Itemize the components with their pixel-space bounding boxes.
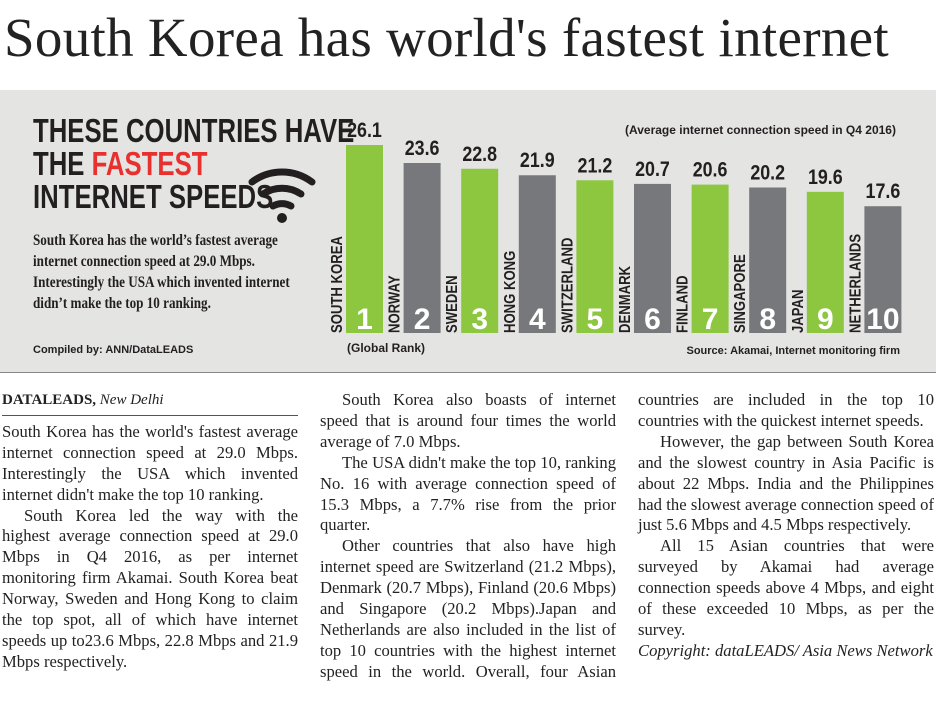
rank-label: 6 [644, 303, 661, 336]
rank-label: 2 [414, 303, 431, 336]
place: New Delhi [99, 392, 164, 408]
paragraph: South Korea has the world's fastest aver… [2, 421, 298, 504]
title-line: THESE COUNTRIES HAVE [33, 112, 355, 149]
value-label: 26.1 [347, 119, 382, 143]
rank-label: 3 [471, 303, 488, 336]
infographic: THESE COUNTRIES HAVE THE FASTEST INTERNE… [0, 90, 936, 372]
value-label: 20.2 [750, 161, 785, 185]
bar [864, 206, 902, 333]
category-label: SWEDEN [444, 275, 461, 333]
category-label: SWITZERLAND [559, 238, 576, 333]
article: DATALEADS, New Delhi South Korea has the… [2, 390, 934, 707]
bar [576, 180, 614, 333]
value-label: 17.6 [866, 180, 901, 204]
category-label: SOUTH KOREA [329, 236, 346, 333]
value-label: 21.9 [520, 149, 555, 173]
bar [346, 145, 383, 333]
value-label: 23.6 [405, 137, 440, 161]
category-label: FINLAND [674, 275, 691, 333]
paragraph: South Korea also boasts of internet spee… [320, 390, 616, 451]
bar [806, 191, 844, 333]
value-label: 21.2 [578, 154, 613, 178]
rank-label: 5 [587, 303, 604, 336]
chart-source: Source: Akamai, Internet monitoring firm [686, 345, 900, 357]
agency: DATALEADS, [2, 392, 97, 408]
category-label: JAPAN [790, 290, 807, 333]
byline: DATALEADS, New Delhi [2, 390, 298, 416]
bar [634, 183, 671, 333]
rank-label: 9 [817, 303, 834, 336]
credit: Compiled by: ANN/DataLEADS [33, 344, 194, 356]
paragraph: All 15 Asian countries that were surveye… [638, 536, 934, 639]
title-line: INTERNET SPEEDS [33, 178, 274, 215]
title-highlight: FASTEST [91, 145, 208, 182]
bar [518, 175, 556, 333]
value-label: 20.7 [635, 158, 670, 182]
infographic-description: South Korea has the world’s fastest aver… [33, 232, 290, 312]
paragraph: The USA didn't make the top 10, ranking … [320, 452, 616, 535]
category-label: NORWAY [386, 275, 403, 333]
bar [403, 163, 441, 333]
value-label: 19.6 [808, 166, 843, 190]
headline: South Korea has world's fastest internet [4, 7, 889, 68]
bar [461, 168, 499, 333]
divider [0, 372, 936, 373]
title-line: THE [33, 145, 85, 182]
rank-caption: (Global Rank) [347, 341, 425, 355]
rank-label: 7 [702, 303, 719, 336]
infographic-title: THESE COUNTRIES HAVE THE FASTEST INTERNE… [33, 114, 354, 213]
chart-subtitle: (Average internet connection speed in Q4… [625, 123, 896, 137]
value-label: 20.6 [693, 158, 728, 182]
category-label: SINGAPORE [732, 254, 749, 333]
category-label: NETHERLANDS [847, 234, 864, 333]
bar [691, 184, 729, 333]
bar [749, 187, 787, 333]
paragraph: Other countries that also have high inte… [320, 390, 934, 681]
rank-label: 10 [866, 303, 899, 336]
paragraph: Copyright: dataLEADS/ Asia News Network [638, 640, 933, 660]
rank-label: 4 [529, 303, 546, 336]
rank-label: 8 [759, 303, 776, 336]
wifi-icon [248, 168, 316, 223]
value-label: 22.8 [462, 142, 497, 166]
chart: (Average internet connection speed in Q4… [248, 119, 902, 357]
paragraph: South Korea led the way with the highest… [2, 505, 298, 671]
category-label: HONG KONG [502, 251, 519, 333]
rank-label: 1 [356, 303, 373, 336]
category-label: DENMARK [617, 266, 634, 333]
paragraph: However, the gap between South Korea and… [638, 431, 934, 535]
